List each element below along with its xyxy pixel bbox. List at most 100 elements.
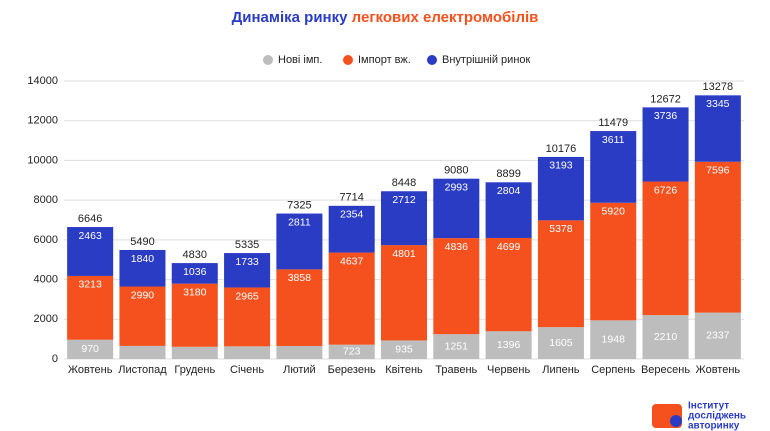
bar-segment bbox=[171, 283, 218, 347]
total-label: 5490 bbox=[130, 236, 154, 248]
bar-segment bbox=[433, 178, 480, 239]
total-label: 11479 bbox=[598, 117, 628, 129]
data-label: 2804 bbox=[497, 185, 521, 197]
bar-segment bbox=[328, 344, 375, 359]
legend-label: Внутрішній ринок bbox=[442, 54, 531, 66]
bar-segment bbox=[276, 213, 323, 270]
logo-text: авторинку bbox=[688, 421, 740, 431]
legend-swatch bbox=[263, 55, 273, 65]
data-label: 935 bbox=[395, 343, 413, 355]
x-tick-label: Вересень bbox=[641, 364, 690, 376]
bar-segment bbox=[537, 327, 584, 359]
bar-segment bbox=[171, 346, 218, 359]
x-tick-label: Травень bbox=[435, 364, 477, 376]
data-label: 3213 bbox=[78, 279, 102, 291]
bar-segment bbox=[694, 161, 741, 313]
bar-segment bbox=[590, 320, 637, 359]
bar-segment bbox=[380, 340, 428, 359]
bar-segment bbox=[119, 249, 166, 287]
y-tick-label: 0 bbox=[52, 353, 58, 365]
legend-swatch bbox=[427, 55, 437, 65]
bar-segment bbox=[642, 315, 689, 359]
total-label: 7714 bbox=[339, 192, 363, 204]
bar-segment bbox=[694, 312, 741, 359]
bar-segment bbox=[380, 245, 428, 341]
x-tick-label: Жовтень bbox=[696, 364, 741, 376]
data-label: 1733 bbox=[235, 256, 259, 268]
total-label: 6646 bbox=[78, 213, 102, 225]
data-label: 4637 bbox=[340, 255, 364, 267]
data-label: 4699 bbox=[497, 241, 521, 253]
total-label: 4830 bbox=[183, 249, 207, 261]
bar-segment bbox=[537, 220, 584, 328]
legend-label: Нові імп. bbox=[278, 54, 322, 66]
bar-segment bbox=[224, 253, 271, 288]
data-label: 2965 bbox=[235, 290, 259, 302]
title-part: легкових електромобілів bbox=[352, 9, 539, 26]
bar-segment bbox=[485, 182, 532, 238]
total-label: 8448 bbox=[392, 177, 416, 189]
data-label: 3736 bbox=[654, 110, 678, 122]
bar-segment bbox=[224, 287, 271, 347]
bar-segment bbox=[590, 202, 637, 321]
data-label: 1396 bbox=[497, 339, 521, 351]
bar-segment bbox=[119, 286, 166, 346]
x-tick-label: Серпень bbox=[591, 364, 635, 376]
data-label: 2210 bbox=[654, 331, 678, 343]
data-label: 3180 bbox=[183, 286, 207, 298]
y-tick-label: 8000 bbox=[34, 194, 58, 206]
bar-segment bbox=[694, 95, 741, 162]
data-label: 1840 bbox=[131, 253, 155, 265]
bar-segment bbox=[485, 331, 532, 359]
bar-segment bbox=[485, 237, 532, 332]
x-tick-label: Жовтень bbox=[68, 364, 113, 376]
data-label: 4801 bbox=[392, 248, 416, 260]
x-tick-label: Листопад bbox=[118, 364, 167, 376]
bar-segment bbox=[433, 238, 480, 335]
title-part: Динаміка ринку bbox=[232, 9, 349, 26]
bar-segment bbox=[276, 269, 323, 346]
data-label: 2463 bbox=[78, 230, 102, 242]
data-label: 3345 bbox=[706, 98, 730, 110]
x-tick-label: Лютий bbox=[283, 364, 316, 376]
data-label: 1036 bbox=[183, 266, 207, 278]
bar-segment bbox=[328, 252, 375, 345]
total-label: 13278 bbox=[703, 81, 734, 93]
data-label: 2354 bbox=[340, 209, 364, 221]
chart-title: Динаміка ринку легкових електромобілів bbox=[232, 9, 539, 26]
data-label: 3858 bbox=[288, 272, 312, 284]
total-label: 9080 bbox=[444, 165, 468, 177]
bar-segment bbox=[537, 156, 584, 221]
data-label: 970 bbox=[81, 343, 99, 355]
y-tick-label: 2000 bbox=[34, 313, 58, 325]
total-label: 10176 bbox=[546, 143, 577, 155]
legend-swatch bbox=[343, 55, 353, 65]
data-label: 2712 bbox=[392, 194, 416, 206]
bar-segment bbox=[67, 227, 114, 276]
y-tick-label: 10000 bbox=[27, 154, 58, 166]
data-label: 4836 bbox=[445, 241, 469, 253]
data-label: 2337 bbox=[706, 330, 730, 342]
data-label: 2811 bbox=[288, 216, 311, 228]
data-label: 6726 bbox=[654, 184, 678, 196]
bar-segment bbox=[119, 345, 166, 359]
logo-text: досліджень bbox=[688, 411, 746, 422]
bar-segment bbox=[590, 131, 637, 203]
y-tick-label: 12000 bbox=[27, 115, 58, 127]
x-tick-label: Липень bbox=[542, 364, 580, 376]
total-label: 5335 bbox=[235, 239, 259, 251]
y-tick-label: 4000 bbox=[34, 273, 58, 285]
data-label: 2993 bbox=[445, 181, 469, 193]
data-label: 7596 bbox=[706, 165, 730, 177]
legend-label: Імпорт вж. bbox=[358, 54, 411, 66]
data-label: 3193 bbox=[549, 160, 573, 172]
y-tick-label: 14000 bbox=[27, 75, 58, 87]
bar-segment bbox=[276, 345, 323, 359]
data-label: 5378 bbox=[549, 223, 573, 235]
total-label: 12672 bbox=[650, 93, 681, 105]
x-tick-label: Січень bbox=[230, 364, 264, 376]
bar-segment bbox=[328, 205, 375, 253]
x-tick-label: Квітень bbox=[385, 364, 423, 376]
logo-icon-dot bbox=[670, 415, 682, 427]
